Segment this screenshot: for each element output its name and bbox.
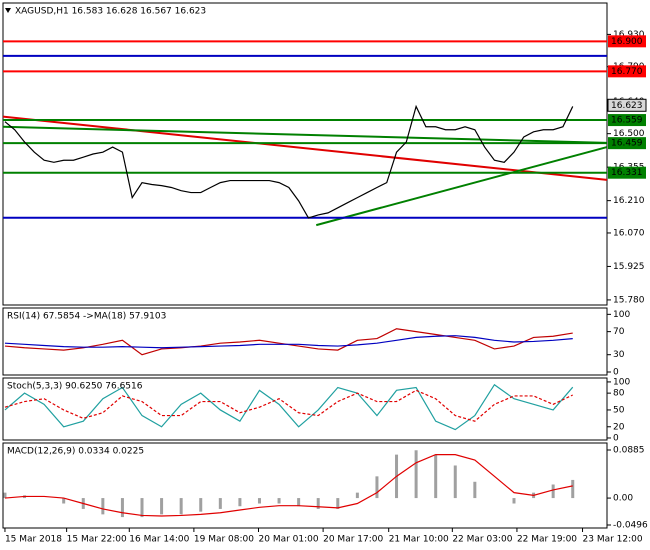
histogram-bar — [414, 450, 418, 499]
panel-title: XAGUSD,H1 16.583 16.628 16.567 16.623 — [15, 7, 206, 17]
level-label: 16.900 — [611, 37, 643, 47]
histogram-bar — [140, 498, 144, 518]
histogram-bar — [257, 498, 261, 504]
y-tick-label: 15.780 — [613, 295, 645, 305]
histogram-bar — [3, 492, 7, 499]
y-tick-label: 100 — [613, 310, 630, 320]
level-label: 16.331 — [611, 168, 643, 178]
y-tick-label: 15.925 — [613, 262, 645, 272]
panel-frame — [2, 307, 608, 376]
y-tick-label: 30 — [613, 350, 625, 360]
panel-title: RSI(14) 67.5854 ->MA(18) 57.9103 — [7, 312, 166, 322]
menu-arrow — [5, 8, 11, 13]
y-tick-label: 50 — [613, 405, 625, 415]
y-tick-label: -0.0496 — [613, 521, 648, 531]
y-tick-label: 100 — [613, 377, 630, 387]
y-tick-label: 0 — [613, 433, 619, 443]
x-tick-label: 23 Mar 12:00 — [583, 535, 643, 545]
y-tick-label: 0 — [613, 368, 619, 378]
histogram-bar — [473, 481, 477, 499]
panel-title: MACD(12,26,9) 0.0334 0.0225 — [7, 447, 144, 457]
y-tick-label: 16.070 — [613, 228, 645, 238]
x-tick-label: 22 Mar 19:00 — [517, 535, 577, 545]
histogram-bar — [336, 498, 340, 509]
histogram-bar — [160, 498, 164, 515]
histogram-bar — [571, 479, 575, 499]
last-price-label: 16.623 — [611, 101, 643, 111]
histogram-bar — [375, 476, 379, 499]
level-label: 16.770 — [611, 67, 643, 77]
last-price-box — [607, 98, 647, 112]
trend-line — [315, 146, 608, 227]
histogram-bar — [101, 498, 105, 515]
series-line — [4, 104, 574, 219]
panel-frame — [2, 2, 608, 306]
y-tick-label: 16.500 — [613, 129, 645, 139]
histogram-bar — [62, 498, 66, 504]
series-line — [4, 383, 574, 431]
x-tick-label: 20 Mar 17:00 — [323, 535, 383, 545]
level-label-box — [608, 35, 646, 48]
histogram-bar — [277, 498, 281, 504]
x-tick-label: 15 Mar 22:00 — [67, 535, 127, 545]
x-tick-label: 15 Mar 2018 — [5, 535, 62, 545]
histogram-bar — [179, 498, 183, 515]
histogram-bar — [199, 498, 203, 512]
histogram-bar — [120, 498, 124, 518]
histogram-bar — [434, 454, 438, 499]
panel-frame — [2, 377, 608, 441]
y-tick-label: 0.0885 — [613, 446, 645, 456]
histogram-bar — [512, 498, 516, 504]
series-line — [4, 335, 573, 349]
x-tick-label: 21 Mar 10:00 — [389, 535, 449, 545]
panel-title: Stoch(5,3,3) 90.6250 76.6516 — [7, 382, 143, 392]
histogram-bar — [316, 498, 320, 509]
level-label-box — [608, 166, 646, 179]
histogram-bar — [297, 498, 301, 507]
y-tick-label: 16.210 — [613, 196, 645, 206]
y-tick-label: 0.00 — [613, 494, 633, 504]
series-line — [4, 389, 573, 422]
y-tick-label: 16.930 — [613, 30, 645, 40]
y-tick-label: 20 — [613, 422, 625, 432]
level-label-box — [608, 137, 646, 150]
histogram-bar — [453, 465, 457, 499]
level-label: 16.559 — [611, 116, 643, 126]
x-tick-label: 19 Mar 08:00 — [194, 535, 254, 545]
level-label: 16.459 — [611, 139, 643, 149]
x-tick-label: 16 Mar 14:00 — [129, 535, 189, 545]
x-tick-label: 22 Mar 03:00 — [452, 535, 512, 545]
trend-line — [2, 115, 608, 181]
histogram-bar — [238, 498, 242, 507]
trend-line — [2, 125, 608, 144]
series-line — [4, 454, 573, 517]
histogram-bar — [218, 498, 222, 509]
x-tick-label: 20 Mar 01:00 — [259, 535, 319, 545]
histogram-bar — [551, 484, 555, 499]
level-label-box — [608, 65, 646, 78]
panel-frame — [2, 442, 608, 529]
y-tick-label: 70 — [613, 327, 625, 337]
level-label-box — [608, 114, 646, 127]
histogram-bar — [355, 492, 359, 499]
y-tick-label: 80 — [613, 389, 625, 399]
